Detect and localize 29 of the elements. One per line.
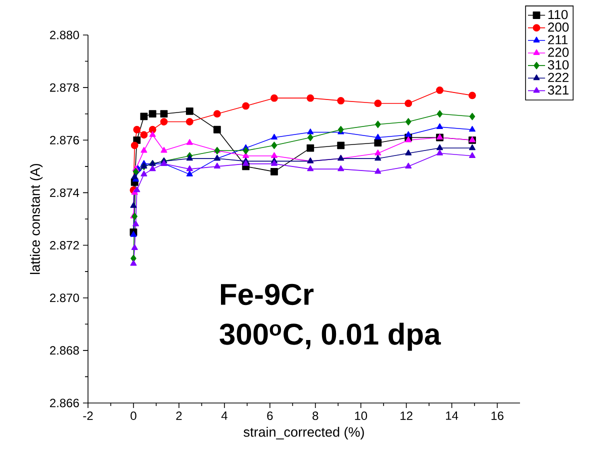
x-tick-label: 6	[267, 412, 273, 420]
y-tick-label: 2.868	[50, 346, 79, 355]
legend-label: 222	[548, 72, 568, 82]
legend-label: 211	[548, 35, 568, 44]
y-axis-title: lattice constant (A)	[30, 164, 43, 274]
x-tick-label: 8	[312, 412, 318, 420]
legend-label: 310	[548, 60, 569, 70]
y-tick-label: 2.870	[50, 294, 79, 302]
x-tick-label: 4	[221, 412, 228, 420]
annotation: 300$^{o}$C, 0.01 dpa	[220, 322, 441, 351]
x-tick-label: 14	[446, 412, 458, 420]
y-tick-label: 2.872	[50, 241, 79, 250]
y-tick-label: 2.880	[50, 30, 79, 40]
annotation: Fe-9Cr	[220, 284, 314, 306]
legend-label: 110	[548, 10, 568, 20]
x-tick-label: 10	[355, 412, 368, 420]
y-tick-label: 2.866	[50, 398, 79, 408]
legend-label: 321	[548, 85, 569, 95]
x-tick-label: 12	[400, 412, 412, 420]
legend-label: 200	[548, 22, 569, 32]
x-tick-label: 2	[176, 412, 182, 420]
y-tick-label: 2.878	[50, 83, 79, 92]
x-tick-label: -2	[83, 412, 93, 420]
legend-label: 220	[548, 48, 569, 57]
y-tick-label: 2.876	[50, 136, 79, 144]
x-axis-title: strain_corrected (%)	[244, 426, 364, 440]
y-tick-label: 2.874	[50, 188, 80, 197]
x-tick-label: 0	[130, 412, 136, 420]
x-tick-label: 16	[492, 412, 504, 420]
